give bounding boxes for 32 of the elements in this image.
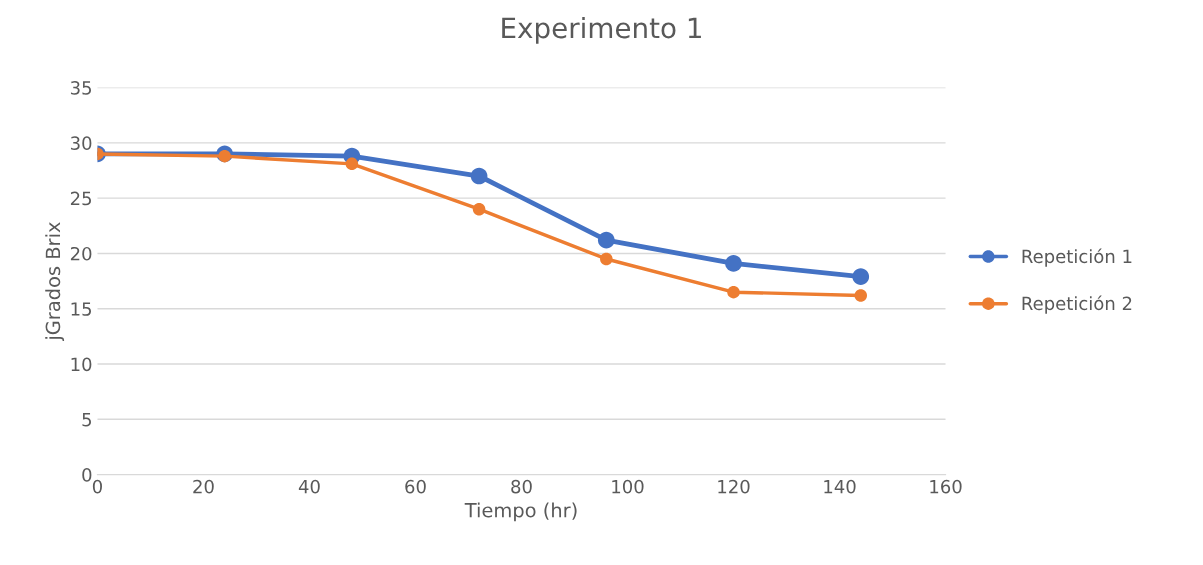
x-tick-label: 120 [718,479,750,494]
x-tick-label: 160 [930,479,962,494]
point [725,255,742,272]
y-axis-title: jGrados Brix [45,222,65,342]
x-tick-label: 100 [612,479,644,494]
point [218,149,231,163]
x-tick-label: 140 [824,479,856,494]
y-tick-label: 5 [82,413,91,427]
legend-label: Repetición 1 [1022,248,1132,267]
point [597,231,615,249]
x-axis-title: Tiempo (hr) [464,502,577,522]
x-tick-label: 80 [511,479,532,494]
y-tick-label: 0 [82,468,92,482]
y-tick-label: 20 [70,246,92,261]
point [852,268,870,285]
point [472,202,486,216]
y-tick-label: 35 [70,81,91,95]
legend-label: Repetición 2 [1022,295,1132,314]
point [727,285,740,299]
point [600,252,613,266]
point [470,167,488,185]
y-tick-label: 10 [71,357,92,372]
point [854,289,867,302]
x-tick-label: 0 [92,479,102,494]
y-tick-label: 30 [70,136,92,150]
x-tick-label: 20 [193,479,214,494]
point [345,157,359,171]
x-tick-label: 40 [298,479,320,494]
y-tick-label: 15 [71,302,91,316]
y-tick-label: 25 [70,191,91,206]
chart-title: Experimento 1 [502,16,701,44]
x-tick-label: 60 [405,479,426,494]
